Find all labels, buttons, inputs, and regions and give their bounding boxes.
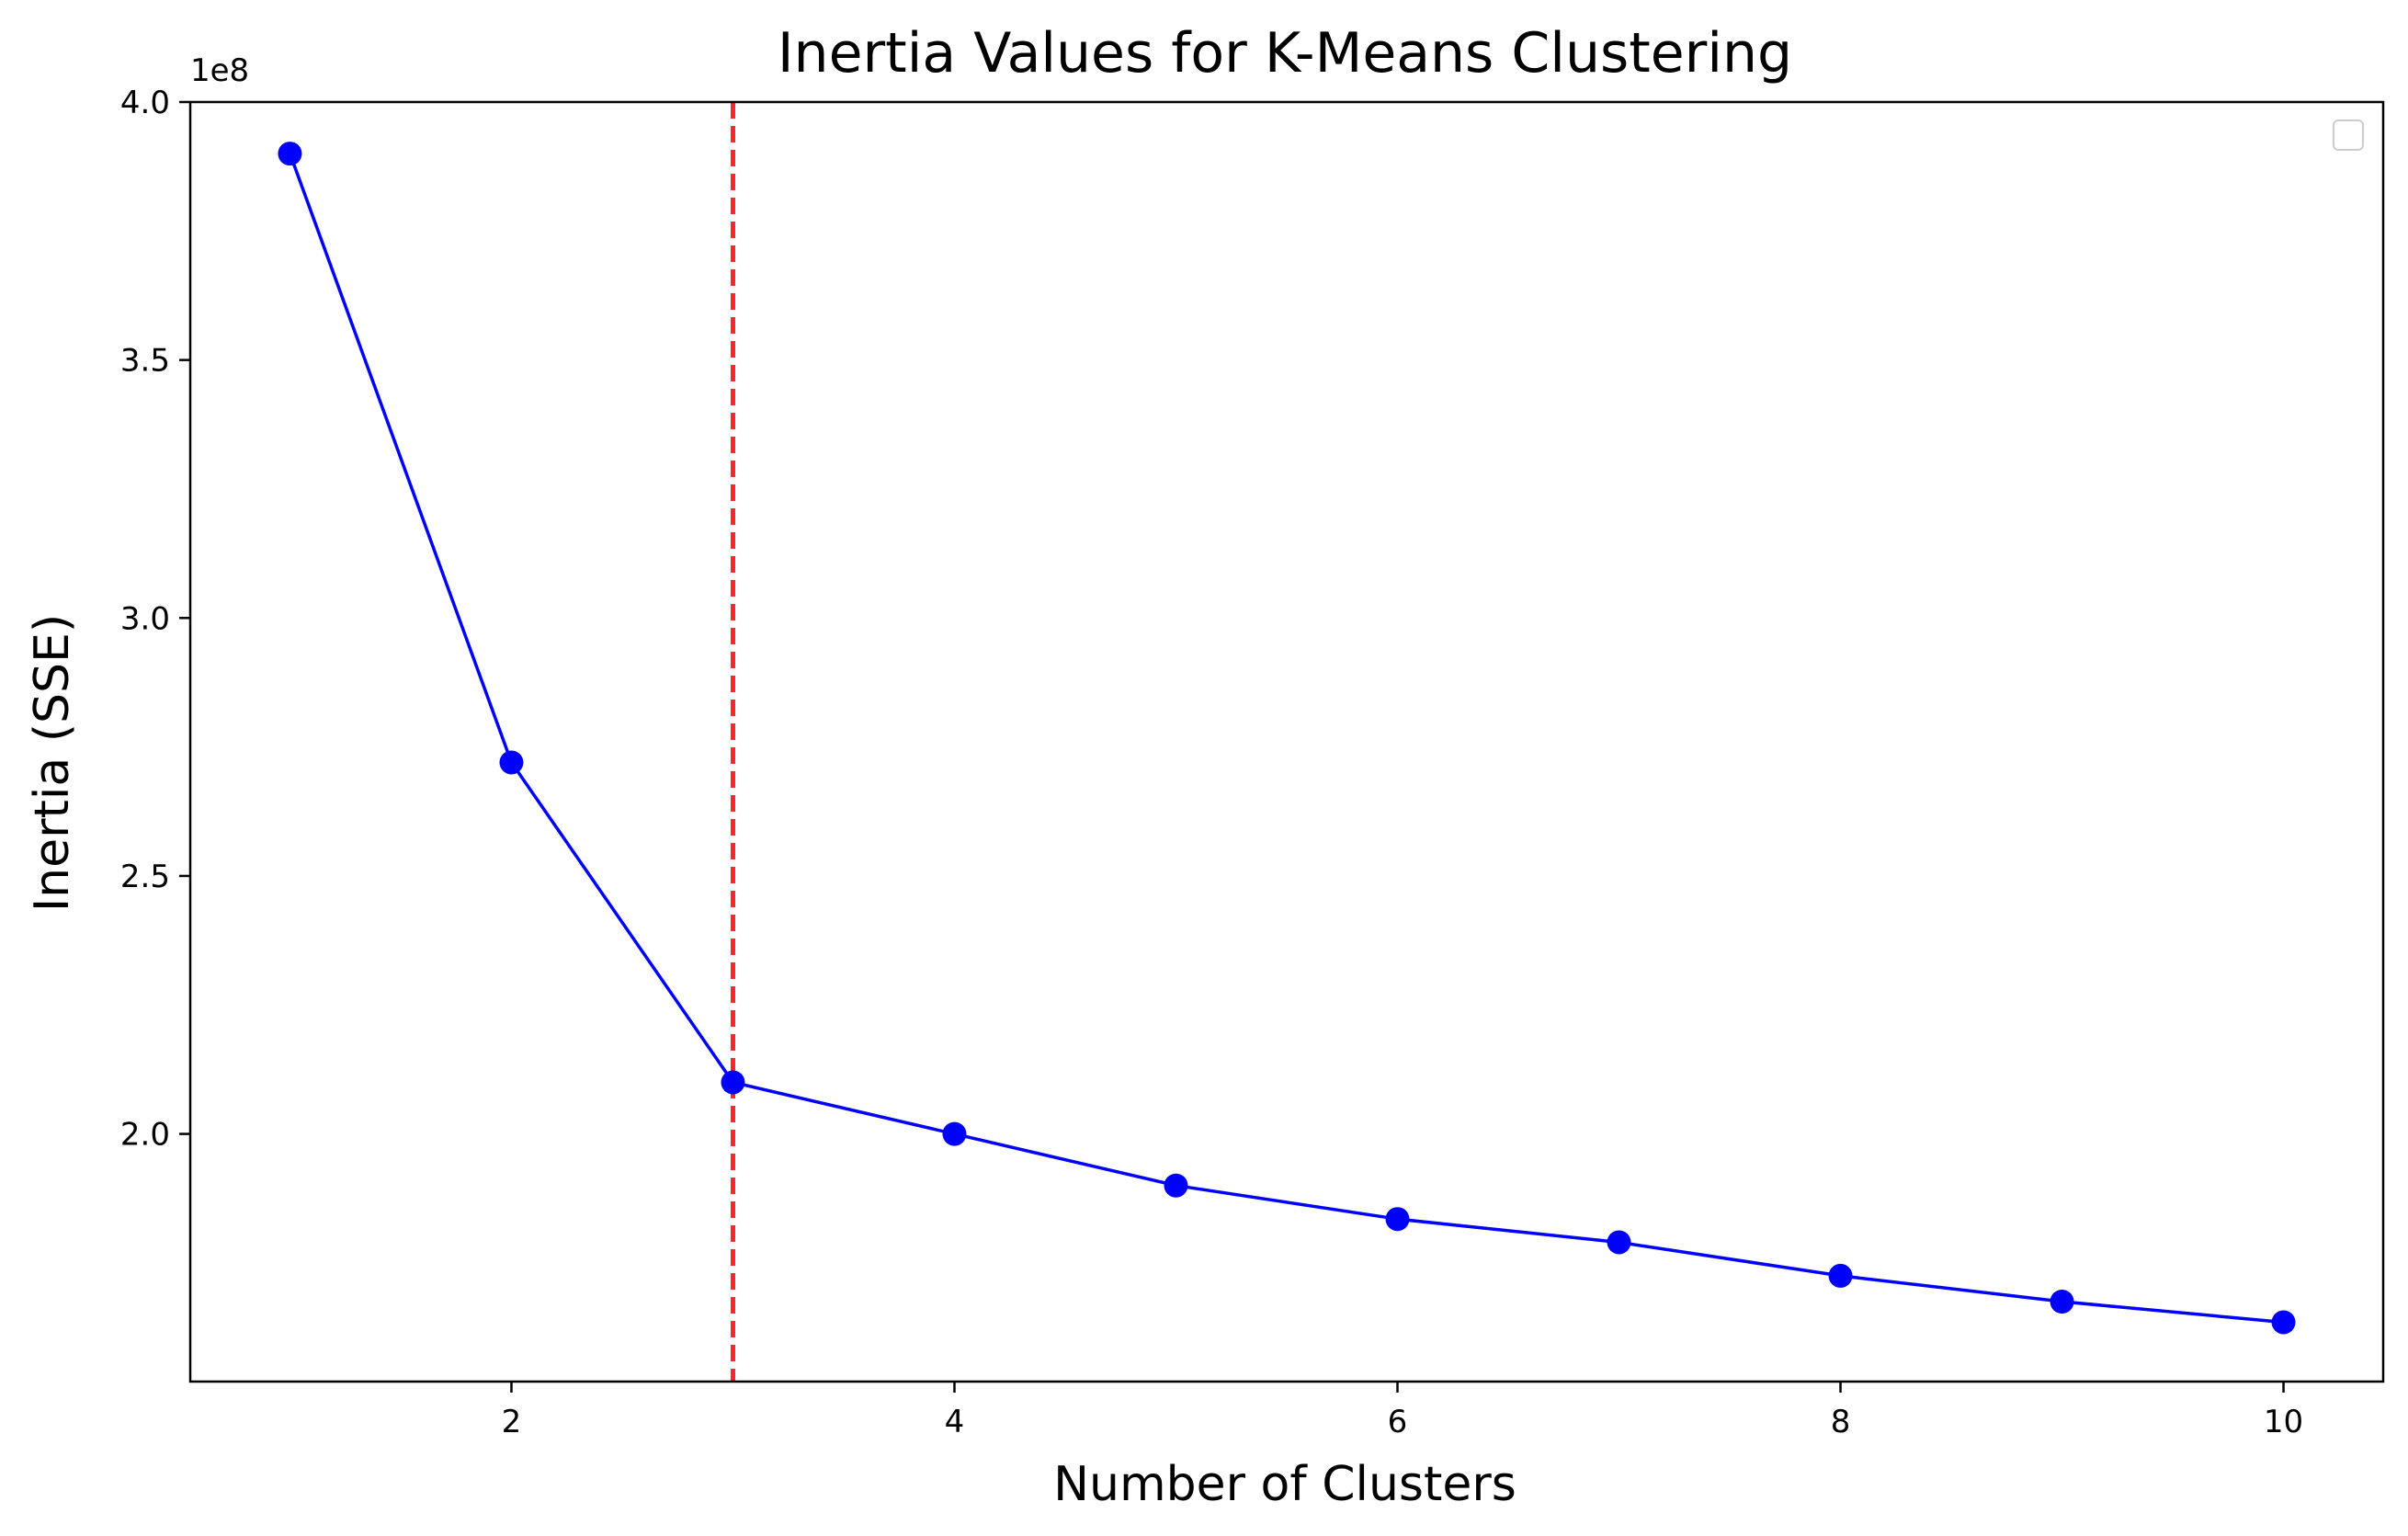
x-tick-label: 6 (1388, 1404, 1408, 1440)
y-tick-label: 2.0 (120, 1117, 170, 1154)
x-tick-label: 4 (945, 1404, 965, 1440)
data-point (1607, 1230, 1631, 1255)
data-point (2050, 1290, 2074, 1314)
data-point (1385, 1207, 1410, 1232)
x-tick-label: 10 (2264, 1404, 2303, 1440)
legend-box (2333, 119, 2364, 151)
plot-frame (188, 100, 2385, 1383)
data-point (499, 750, 524, 775)
plot-layer: 2 4 6 8 10 2.0 2.5 3.0 3.5 4.0 (120, 85, 2385, 1440)
data-point (942, 1121, 967, 1146)
data-point (1164, 1173, 1188, 1198)
x-tick-label: 2 (502, 1404, 522, 1440)
x-tick-label: 8 (1831, 1404, 1851, 1440)
y-tick-label: 2.5 (120, 859, 170, 895)
chart-title: Inertia Values for K-Means Clustering (778, 21, 1792, 85)
y-offset-label: 1e8 (190, 52, 249, 89)
data-point (278, 142, 302, 166)
data-point (721, 1070, 745, 1095)
y-tick-label: 3.0 (120, 600, 170, 637)
series-line (288, 153, 2284, 1325)
x-axis-label: Number of Clusters (1053, 1457, 1516, 1512)
data-point (1828, 1263, 1853, 1288)
y-axis-label: Inertia (SSE) (25, 614, 80, 912)
data-point (2271, 1310, 2296, 1335)
y-tick-label: 4.0 (120, 85, 170, 121)
y-tick-label: 3.5 (120, 343, 170, 380)
